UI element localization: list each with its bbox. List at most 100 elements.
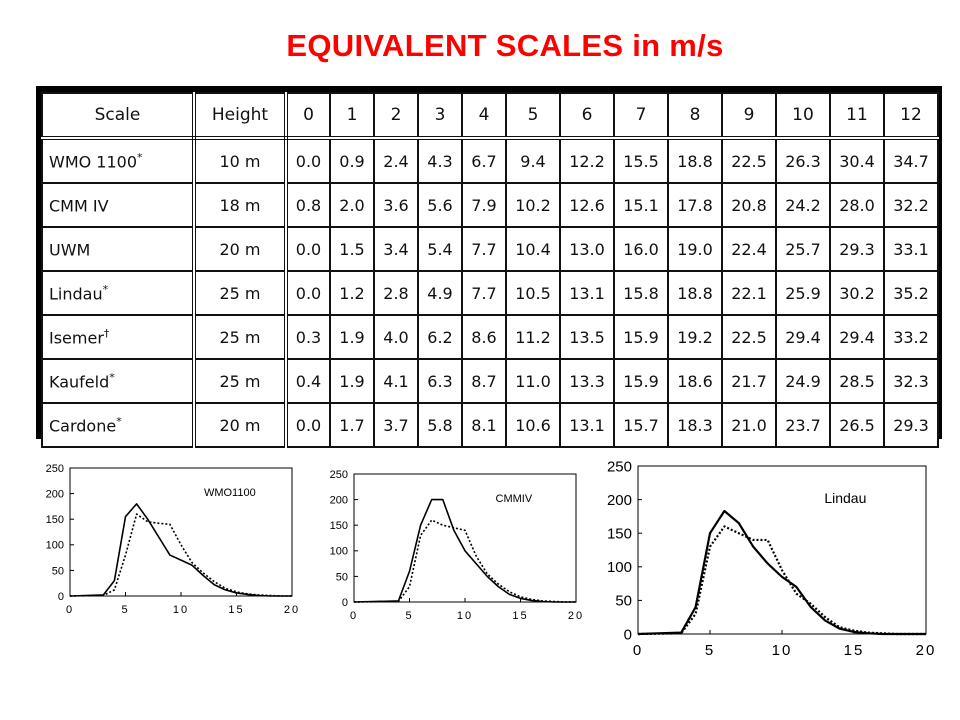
- x-tick-label: 20: [568, 610, 584, 622]
- speed-value-cell: 32.3: [883, 358, 939, 404]
- table-header-cell: 5: [505, 92, 561, 140]
- scale-name: CMM IV: [49, 196, 109, 216]
- speed-value-cell: 2.0: [329, 182, 375, 228]
- speed-value-cell: 2.8: [373, 270, 419, 316]
- speed-value-cell: 4.3: [417, 137, 463, 184]
- chart-cmmiv-svg: 0 50 100 150 200 250 0 5 10 15 20 CMMIV: [330, 469, 584, 622]
- chart-wmo1100-svg: 0 50 100 150 200 250 0 5 10 15 20 WMO1100: [46, 463, 300, 616]
- speed-value-cell: 15.7: [613, 402, 669, 448]
- scale-name: Isemer: [49, 328, 104, 348]
- speed-value-cell: 10.5: [505, 270, 561, 316]
- speed-value-cell: 16.0: [613, 226, 669, 272]
- speed-value-cell: 33.1: [883, 226, 939, 272]
- speed-value-cell: 29.4: [829, 314, 885, 360]
- speed-value-cell: 28.5: [829, 358, 885, 404]
- table-header-cell: 4: [461, 92, 507, 140]
- speed-value-cell: 18.8: [667, 137, 723, 184]
- table-header-cell: 6: [559, 92, 615, 140]
- series-line-solid: [637, 509, 926, 636]
- y-tick-label: 150: [607, 525, 632, 542]
- speed-value-cell: 4.1: [373, 358, 419, 404]
- speed-value-cell: 35.2: [883, 270, 939, 316]
- speed-value-cell: 0.0: [285, 402, 331, 448]
- height-cell: 25 m: [193, 358, 288, 404]
- speed-value-cell: 15.8: [613, 270, 669, 316]
- speed-value-cell: 7.7: [461, 270, 507, 316]
- speed-value-cell: 0.0: [285, 226, 331, 272]
- speed-value-cell: 0.0: [285, 270, 331, 316]
- speed-value-cell: 5.6: [417, 182, 463, 228]
- speed-value-cell: 12.6: [559, 182, 615, 228]
- y-tick-label: 200: [607, 492, 632, 509]
- speed-value-cell: 25.9: [775, 270, 831, 316]
- scale-name: Kaufeld: [49, 372, 110, 392]
- table-header-cell: 3: [417, 92, 463, 140]
- x-tick-label: 15: [844, 642, 865, 659]
- scale-footnote-mark: *: [102, 282, 109, 296]
- speed-value-cell: 15.5: [613, 137, 669, 184]
- speed-value-cell: 10.2: [505, 182, 561, 228]
- chart-wmo1100: 0 50 100 150 200 250 0 5 10 15 20 WMO1100: [30, 460, 300, 630]
- speed-value-cell: 18.6: [667, 358, 723, 404]
- chart-annotation: WMO1100: [204, 487, 256, 499]
- x-tick-label: 15: [512, 610, 528, 622]
- equivalent-scales-table-frame: Scale Height 0 1 2 3 4 5 6 7 8 9 10 11 12 WMO 1100* 10 …: [36, 86, 942, 448]
- speed-value-cell: 8.7: [461, 358, 507, 404]
- speed-value-cell: 1.2: [329, 270, 375, 316]
- speed-value-cell: 0.4: [285, 358, 331, 404]
- x-tick-label: 5: [405, 610, 413, 622]
- scale-name: Lindau: [49, 284, 103, 304]
- speed-value-cell: 11.0: [505, 358, 561, 404]
- speed-value-cell: 1.5: [329, 226, 375, 272]
- table-header-cell: 10: [775, 92, 831, 140]
- speed-value-cell: 25.7: [775, 226, 831, 272]
- scale-name: UWM: [49, 240, 91, 260]
- series-line-solid: [353, 498, 576, 603]
- y-tick-label: 250: [46, 463, 64, 475]
- table-header-cell: 11: [829, 92, 885, 140]
- page-title: EQUIVALENT SCALES in m/s: [286, 28, 724, 63]
- speed-value-cell: 13.1: [559, 402, 615, 448]
- speed-value-cell: 0.0: [285, 137, 331, 184]
- speed-value-cell: 0.9: [329, 137, 375, 184]
- x-tick-label: 5: [705, 642, 715, 659]
- series-line-solid: [69, 503, 292, 597]
- speed-value-cell: 1.7: [329, 402, 375, 448]
- x-tick-label: 20: [284, 604, 300, 616]
- speed-value-cell: 6.3: [417, 358, 463, 404]
- chart-cmmiv: 0 50 100 150 200 250 0 5 10 15 20 CMMIV: [314, 466, 584, 636]
- y-tick-label: 250: [607, 458, 632, 475]
- y-tick-label: 100: [607, 559, 632, 576]
- x-tick-label: 20: [916, 642, 937, 659]
- y-tick-label: 100: [330, 546, 348, 558]
- x-tick-label: 15: [228, 604, 244, 616]
- speed-value-cell: 32.2: [883, 182, 939, 228]
- x-tick-label: 10: [173, 604, 189, 616]
- y-tick-label: 50: [336, 571, 348, 583]
- speed-value-cell: 6.2: [417, 314, 463, 360]
- speed-value-cell: 9.4: [505, 137, 561, 184]
- speed-value-cell: 21.7: [721, 358, 777, 404]
- speed-value-cell: 29.3: [829, 226, 885, 272]
- table-header-cell: Height: [193, 92, 288, 140]
- chart-lindau-svg: 0 50 100 150 200 250 0 5 10 15 20 Lindau: [607, 458, 937, 659]
- speed-value-cell: 26.3: [775, 137, 831, 184]
- x-tick-label: 10: [772, 642, 793, 659]
- chart-lindau: 0 50 100 150 200 250 0 5 10 15 20 Lindau: [600, 458, 940, 668]
- speed-value-cell: 19.0: [667, 226, 723, 272]
- table-row: Isemer† 25 m 0.3 1.9 4.0 6.2 8.6 11.2 13.5 15.9 19…: [41, 314, 939, 360]
- chart-annotation: CMMIV: [496, 493, 533, 505]
- table-row: CMM IV 18 m 0.8 2.0 3.6 5.6 7.9 10.2 12.6 15.1 17.…: [41, 182, 939, 228]
- y-tick-label: 200: [46, 488, 64, 500]
- speed-value-cell: 18.3: [667, 402, 723, 448]
- scale-footnote-mark: †: [103, 326, 110, 340]
- scale-name-cell: Lindau*: [41, 270, 196, 316]
- table-header-cell: 7: [613, 92, 669, 140]
- speed-value-cell: 5.4: [417, 226, 463, 272]
- speed-value-cell: 0.8: [285, 182, 331, 228]
- table-header-cell: 0: [285, 92, 331, 140]
- y-tick-label: 0: [624, 626, 632, 643]
- speed-value-cell: 24.2: [775, 182, 831, 228]
- speed-value-cell: 18.8: [667, 270, 723, 316]
- speed-value-cell: 33.2: [883, 314, 939, 360]
